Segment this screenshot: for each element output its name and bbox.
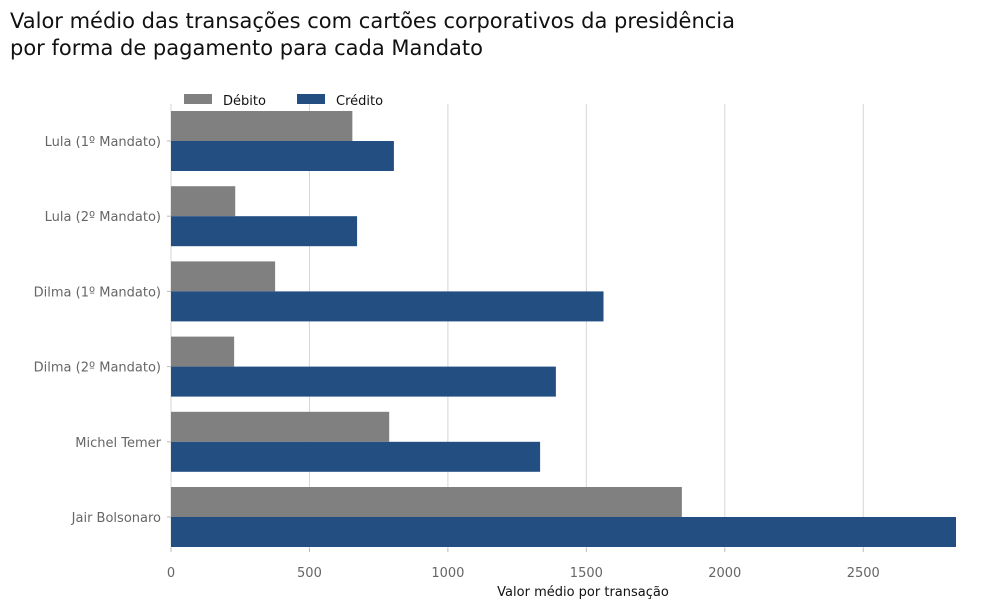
bar-credito-dilma-1-mandato [171, 291, 604, 322]
bar-credito-dilma-2-mandato [171, 366, 556, 397]
bar-debito-michel-temer [171, 411, 390, 442]
y-tick-label: Lula (1º Mandato) [45, 135, 161, 150]
x-axis-label: Valor médio por transação [497, 585, 669, 600]
x-tick-label: 0 [167, 566, 175, 581]
gridlines [170, 104, 864, 548]
y-tick-label: Dilma (1º Mandato) [34, 285, 161, 300]
x-tick-label: 1500 [570, 566, 603, 581]
bar-credito-lula-2-mandato [171, 216, 358, 247]
bar-debito-dilma-2-mandato [171, 336, 235, 367]
y-tick-label: Michel Temer [75, 436, 161, 451]
bar-credito-lula-1-mandato [171, 141, 394, 171]
legend-label-credito: Crédito [336, 94, 383, 109]
y-tick-label: Jair Bolsonaro [71, 511, 161, 526]
legend-swatch-credito [297, 94, 325, 104]
bar-debito-lula-2-mandato [171, 186, 236, 217]
x-tick-label: 500 [297, 566, 322, 581]
y-tick-labels: Lula (1º Mandato) Lula (2º Mandato) Dilma … [34, 135, 171, 526]
chart-title: Valor médio das transações com cartões c… [10, 9, 736, 60]
bar-debito-lula-1-mandato [171, 111, 353, 141]
x-tick-label: 2500 [847, 566, 880, 581]
bars [171, 111, 956, 547]
y-tick-label: Lula (2º Mandato) [45, 210, 161, 225]
y-tick-label: Dilma (2º Mandato) [34, 361, 161, 376]
bar-debito-dilma-1-mandato [171, 261, 276, 292]
bar-credito-michel-temer [171, 441, 541, 472]
x-tick-label: 1000 [431, 566, 464, 581]
x-tick-label: 2000 [708, 566, 741, 581]
x-tick-labels: 0 500 1000 1500 2000 2500 [167, 548, 880, 581]
legend-label-debito: Débito [223, 94, 266, 109]
legend-swatch-debito [184, 94, 212, 104]
bar-credito-jair-bolsonaro [171, 517, 956, 547]
bar-debito-jair-bolsonaro [171, 487, 682, 517]
legend: Débito Crédito [184, 94, 383, 109]
